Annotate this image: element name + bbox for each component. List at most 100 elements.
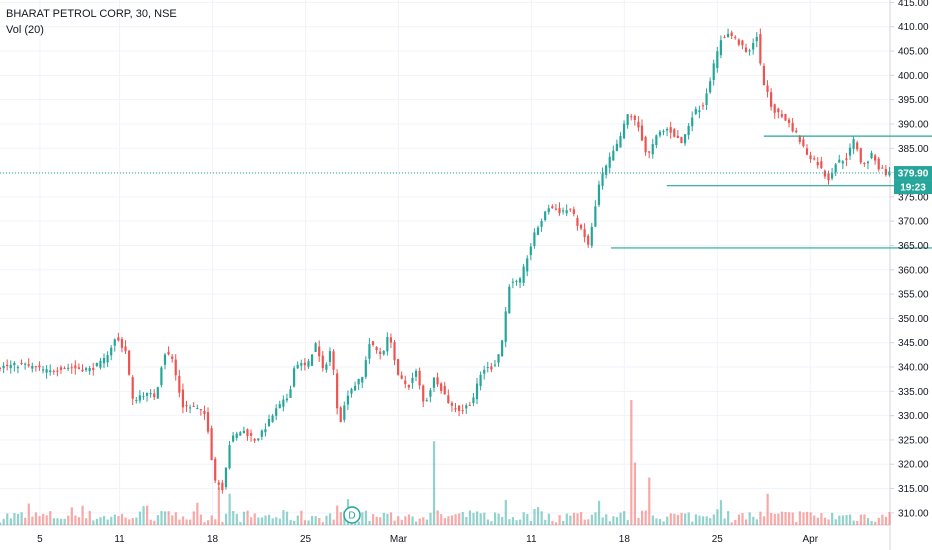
candle-body (579, 224, 583, 229)
candle-body (246, 429, 249, 437)
candle-body (497, 354, 500, 363)
volume-bar (289, 520, 292, 525)
volume-bar (74, 515, 77, 525)
candle-body (181, 389, 185, 408)
candle-body (24, 363, 27, 365)
volume-bar (648, 477, 651, 525)
candle-body (318, 346, 321, 357)
volume-bar (422, 517, 425, 525)
volume-bar (411, 516, 414, 525)
candle-body (504, 311, 507, 342)
candle-body (529, 246, 532, 256)
volume-bar (554, 522, 558, 525)
volume-bar (834, 519, 837, 525)
candle-body (691, 117, 694, 127)
volume-bar (42, 513, 45, 525)
candle-body (848, 147, 852, 156)
candle-body (346, 395, 349, 405)
y-tick-label: 365.00 (898, 241, 929, 252)
volume-bar (282, 510, 285, 525)
volume-bar (547, 513, 550, 525)
volume-bar (447, 516, 450, 525)
candle-body (20, 362, 23, 364)
volume-bar (203, 522, 206, 525)
candle-body (242, 430, 245, 434)
candle-body (56, 370, 59, 372)
candle-body (454, 408, 457, 410)
candle-body (716, 51, 719, 69)
candle-body (874, 155, 877, 161)
candle-body (63, 368, 66, 370)
volume-bar (250, 517, 253, 525)
candle-body (9, 365, 12, 369)
volume-bar (615, 517, 619, 525)
volume-bar (716, 509, 719, 525)
volume-bar (45, 515, 48, 525)
y-tick-label: 330.00 (898, 411, 929, 422)
volume-bar (207, 520, 210, 525)
candle-body (547, 208, 550, 213)
volume-bar (594, 512, 597, 525)
volume-bar (770, 512, 773, 525)
volume-bar (113, 514, 116, 525)
volume-bar (651, 515, 654, 525)
volume-bar (361, 512, 364, 525)
volume-bar (863, 514, 866, 525)
candle-body (572, 209, 575, 214)
candle-body (145, 392, 149, 396)
candle-body (816, 161, 819, 166)
x-tick-label: 5 (37, 534, 43, 545)
volume-bar (235, 513, 238, 525)
candle-body (275, 408, 278, 416)
volume-bar (630, 400, 633, 525)
volume-bar (866, 518, 870, 525)
candle-body (551, 206, 554, 209)
y-tick-label: 315.00 (898, 484, 929, 495)
volume-bar (551, 521, 554, 525)
candle-body (805, 148, 809, 155)
volume-bar (605, 514, 608, 525)
candle-body (414, 370, 418, 377)
candle-body (626, 114, 629, 126)
volume-bar (798, 511, 802, 525)
candle-body (131, 377, 134, 399)
volume-bar (192, 511, 195, 525)
candle-body (407, 385, 410, 388)
candle-body (856, 142, 859, 150)
volume-bar (232, 511, 235, 525)
candle-body (142, 396, 145, 398)
volume-bar (34, 512, 38, 525)
candle-body (845, 158, 848, 160)
volume-bar (533, 509, 536, 525)
volume-bar (117, 516, 120, 525)
candle-body (411, 377, 414, 383)
candle-body (339, 407, 342, 423)
candle-body (221, 482, 224, 491)
candle-body (479, 374, 482, 386)
volume-bar (181, 516, 185, 525)
y-tick-label: 415.00 (898, 0, 929, 9)
volume-bar (13, 513, 16, 525)
candle-body (888, 171, 891, 176)
candle-body (422, 385, 425, 402)
candle-body (612, 150, 615, 161)
candle-body (235, 433, 238, 438)
candle-body (669, 127, 672, 133)
candle-body (648, 151, 651, 153)
candle-body (852, 139, 855, 149)
candle-body (364, 360, 367, 377)
candle-body (651, 143, 654, 155)
candle-body (486, 366, 489, 368)
volume-bar (655, 518, 658, 525)
volume-bar (791, 512, 794, 525)
volume-bar (415, 521, 418, 525)
volume-bar (85, 518, 88, 525)
candle-body (400, 375, 403, 379)
candle-body (644, 136, 647, 153)
volume-bar (565, 513, 568, 525)
volume-bar (745, 519, 748, 525)
volume-bar (640, 510, 644, 525)
candle-body (13, 362, 16, 366)
volume-bar (178, 519, 181, 525)
